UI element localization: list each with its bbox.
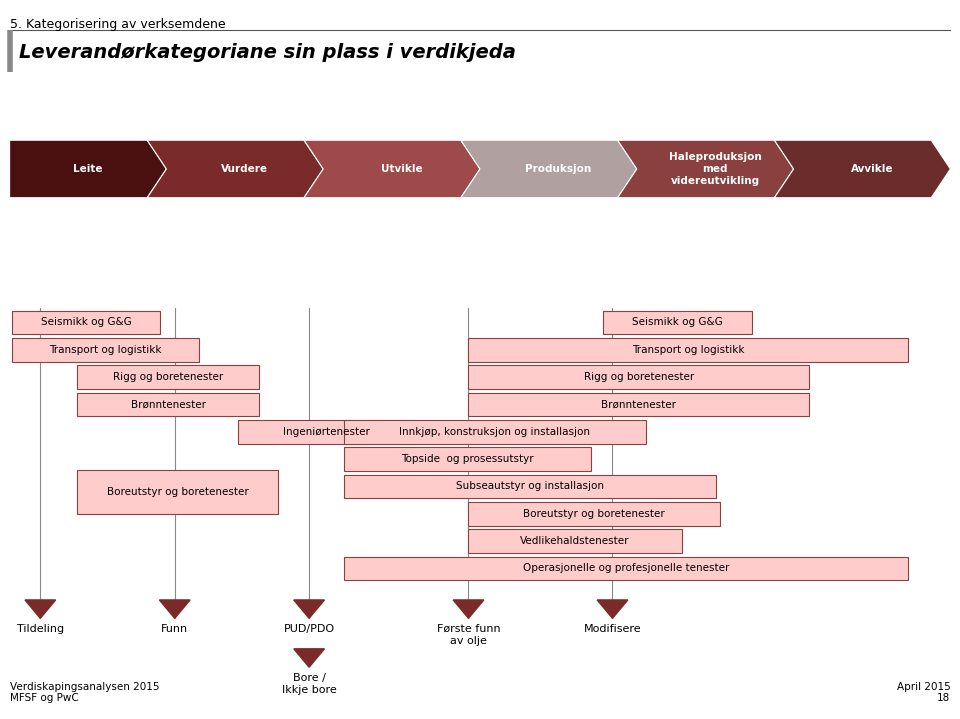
FancyBboxPatch shape [468,365,809,389]
Text: Leite: Leite [73,164,103,174]
Polygon shape [159,600,190,618]
Text: Funn: Funn [161,624,188,634]
FancyBboxPatch shape [344,420,646,444]
FancyBboxPatch shape [238,420,416,444]
Text: PUD/PDO: PUD/PDO [283,624,335,634]
Text: Modifisere: Modifisere [584,624,641,634]
FancyBboxPatch shape [12,338,199,362]
FancyBboxPatch shape [468,393,809,416]
FancyBboxPatch shape [12,311,160,334]
Text: Bore /
Ikkje bore: Bore / Ikkje bore [281,673,337,695]
Text: Subseautstyr og installasjon: Subseautstyr og installasjon [456,482,604,491]
Polygon shape [304,140,480,198]
Text: April 2015
18: April 2015 18 [897,682,950,703]
FancyBboxPatch shape [603,311,752,334]
Polygon shape [453,600,484,618]
Text: Vedlikehaldstenester: Vedlikehaldstenester [520,536,630,546]
Text: Rigg og boretenester: Rigg og boretenester [584,372,694,382]
Text: Vurdere: Vurdere [222,164,268,174]
Text: Boreutstyr og boretenester: Boreutstyr og boretenester [523,509,665,518]
Polygon shape [597,600,628,618]
Polygon shape [461,140,636,198]
FancyBboxPatch shape [77,365,259,389]
Text: Avvikle: Avvikle [851,164,893,174]
Text: Seismikk og G&G: Seismikk og G&G [632,318,723,327]
Text: Seismikk og G&G: Seismikk og G&G [40,318,132,327]
FancyBboxPatch shape [77,470,278,514]
Text: Verdiskapingsanalysen 2015
MFSF og PwC: Verdiskapingsanalysen 2015 MFSF og PwC [10,682,159,703]
FancyBboxPatch shape [344,475,716,498]
Text: Brønntenester: Brønntenester [131,400,205,409]
FancyBboxPatch shape [344,447,591,471]
Text: Rigg og boretenester: Rigg og boretenester [113,372,223,382]
Text: Haleproduksjon
med
videreutvikling: Haleproduksjon med videreutvikling [669,152,761,186]
Polygon shape [10,140,166,198]
FancyBboxPatch shape [344,557,908,580]
FancyBboxPatch shape [77,393,259,416]
FancyBboxPatch shape [468,502,720,526]
Text: Operasjonelle og profesjonelle tenester: Operasjonelle og profesjonelle tenester [523,564,729,573]
Text: Tildeling: Tildeling [16,624,64,634]
Text: Boreutstyr og boretenester: Boreutstyr og boretenester [107,487,249,497]
Text: Første funn
av olje: Første funn av olje [437,624,500,646]
Text: Leverandørkategoriane sin plass i verdikjeda: Leverandørkategoriane sin plass i verdik… [19,43,516,62]
Text: Utvikle: Utvikle [381,164,422,174]
Text: Topside  og prosessutstyr: Topside og prosessutstyr [401,454,534,464]
Polygon shape [294,600,324,618]
Text: Brønntenester: Brønntenester [601,400,677,409]
FancyBboxPatch shape [468,338,908,362]
Polygon shape [147,140,324,198]
Text: 5. Kategorisering av verksemdene: 5. Kategorisering av verksemdene [10,18,226,31]
Text: Transport og logistikk: Transport og logistikk [49,345,161,354]
FancyBboxPatch shape [468,529,682,553]
Text: Transport og logistikk: Transport og logistikk [632,345,745,354]
Text: Ingeniørtenester: Ingeniørtenester [283,427,371,436]
Text: Produksjon: Produksjon [525,164,591,174]
Text: Innkjøp, konstruksjon og installasjon: Innkjøp, konstruksjon og installasjon [399,427,590,436]
Polygon shape [294,649,324,667]
Polygon shape [617,140,794,198]
Polygon shape [775,140,950,198]
Polygon shape [25,600,56,618]
